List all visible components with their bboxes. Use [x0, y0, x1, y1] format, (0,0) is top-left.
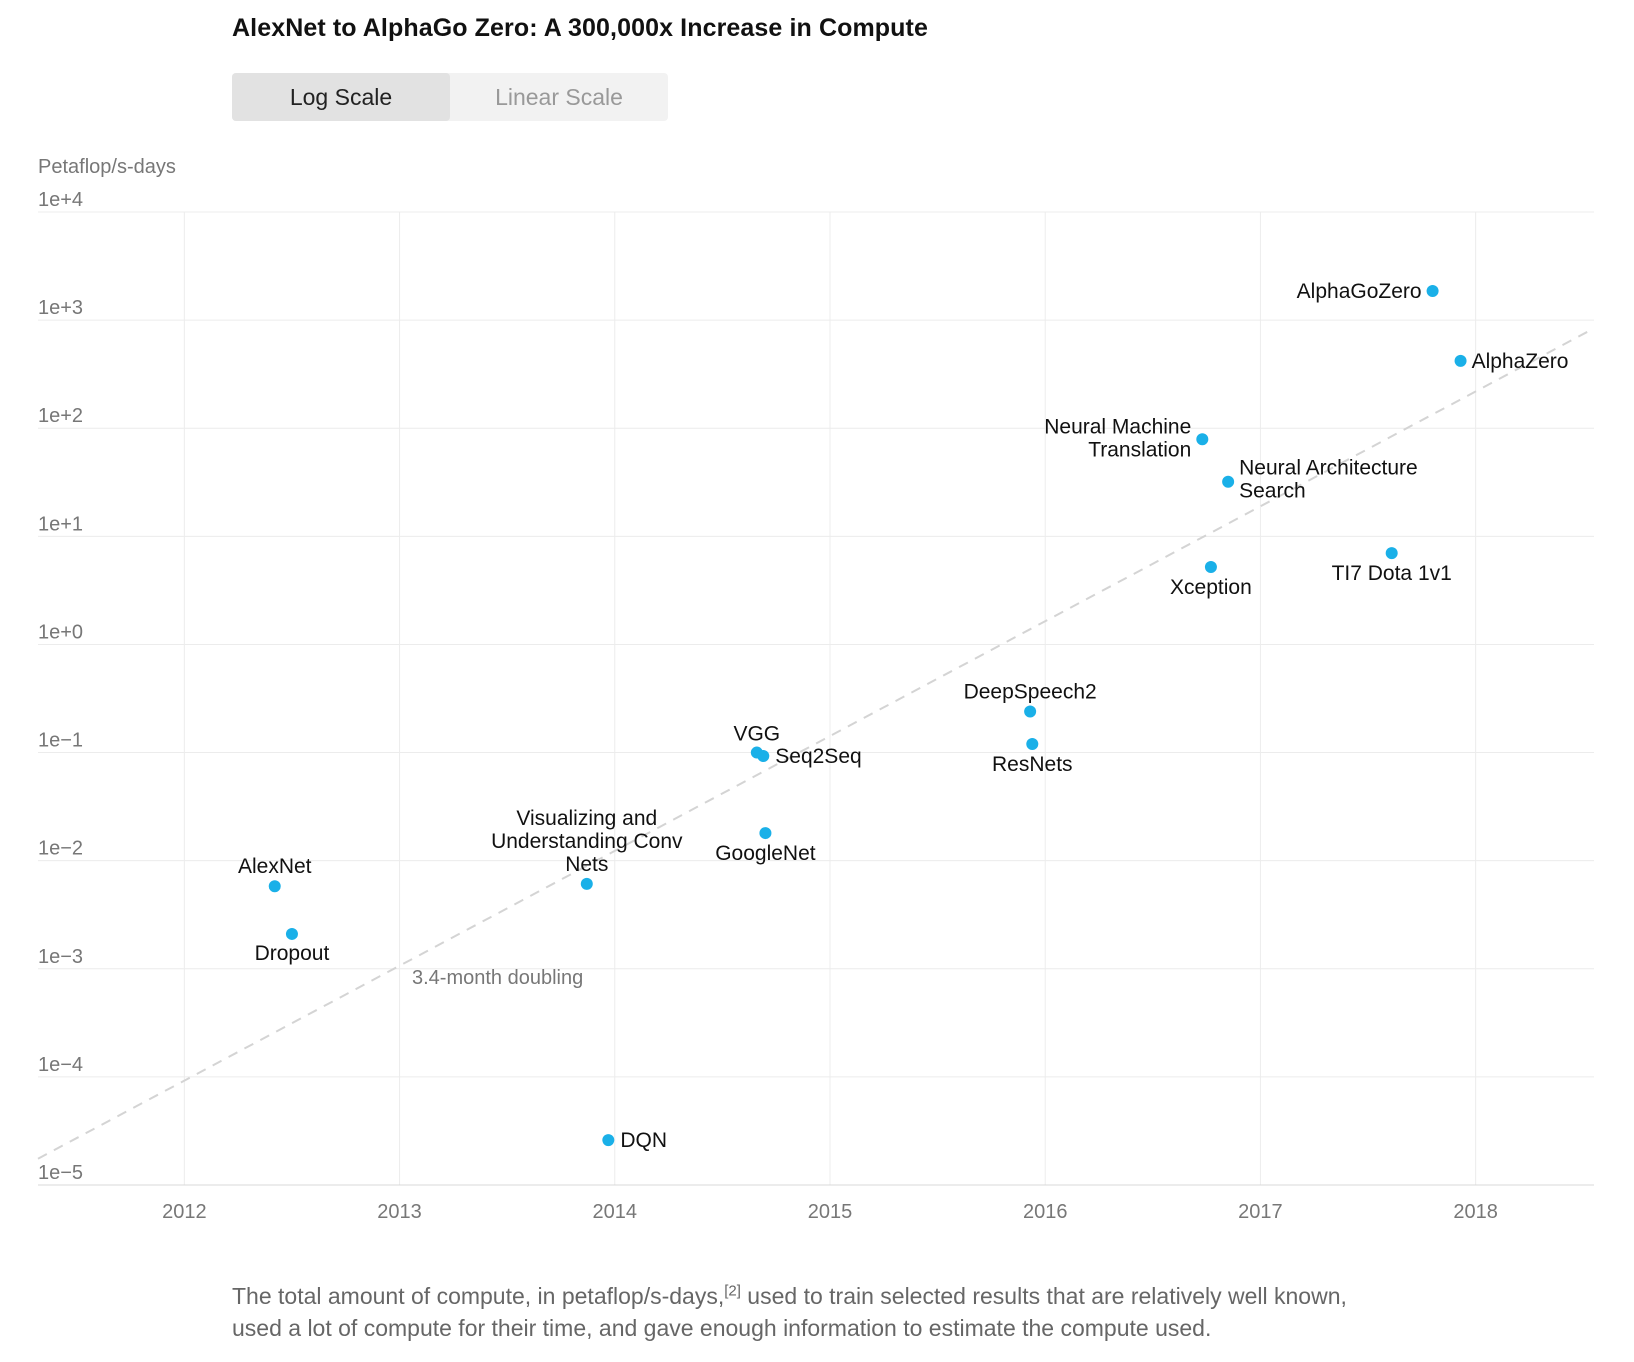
- y-tick-label: 1e−5: [38, 1162, 83, 1184]
- data-point[interactable]: [1026, 737, 1039, 750]
- y-tick-label: 1e−4: [38, 1054, 83, 1076]
- chart-title: AlexNet to AlphaGo Zero: A 300,000x Incr…: [232, 14, 928, 42]
- y-tick-label: 1e+0: [38, 621, 83, 643]
- x-tick-label: 2017: [1238, 1201, 1283, 1220]
- chart-caption: The total amount of compute, in petaflop…: [232, 1280, 1382, 1344]
- data-point[interactable]: [1454, 354, 1467, 367]
- data-point[interactable]: [1196, 433, 1209, 446]
- data-point-label: DeepSpeech2: [964, 680, 1097, 703]
- data-point[interactable]: [1204, 561, 1217, 574]
- data-point[interactable]: [757, 749, 770, 762]
- linear-scale-button[interactable]: Linear Scale: [495, 83, 623, 110]
- x-tick-label: 2018: [1453, 1201, 1498, 1220]
- y-tick-label: 1e−2: [38, 838, 83, 860]
- footnote-link[interactable]: [2]: [724, 1282, 741, 1300]
- data-point[interactable]: [580, 877, 593, 890]
- data-point-label: TI7 Dota 1v1: [1332, 562, 1452, 585]
- data-point-label: AlphaZero: [1472, 350, 1569, 373]
- grid: [38, 211, 1594, 1186]
- compute-scatter-chart: 3.4-month doubling Petaflop/s-days 1e+4 1e…: [37, 156, 1595, 1220]
- y-tick-label: 1e+1: [38, 513, 83, 535]
- caption-text-end: used to train selected results that are …: [232, 1283, 1347, 1341]
- scale-toggle: Log Scale Linear Scale: [232, 73, 668, 121]
- data-point[interactable]: [1222, 475, 1235, 488]
- data-point-label: Neural Machine Translation: [1044, 415, 1191, 461]
- data-point-label: Visualizing and Understanding Conv Nets: [491, 807, 683, 876]
- data-point-label: ResNets: [992, 753, 1073, 776]
- data-point-label: Seq2Seq: [775, 745, 861, 768]
- data-point-label: Dropout: [255, 942, 330, 965]
- data-point-label: AlexNet: [238, 855, 312, 878]
- data-point-label: AlphaGoZero: [1297, 280, 1422, 303]
- data-point[interactable]: [285, 927, 298, 940]
- trend-label: 3.4-month doubling: [412, 967, 583, 989]
- data-point[interactable]: [1024, 705, 1037, 718]
- data-point[interactable]: [1385, 547, 1398, 560]
- y-tick-label: 1e+3: [38, 297, 83, 319]
- data-point[interactable]: [759, 827, 772, 840]
- y-tick-label: 1e−3: [38, 946, 83, 968]
- x-tick-label: 2016: [1023, 1201, 1068, 1220]
- axis-ticks: Petaflop/s-days 1e+4 1e+3 1e+2 1e+1 1e+0 1e−1 1…: [38, 156, 1498, 1220]
- y-tick-label: 1e−1: [38, 730, 83, 752]
- trend-layer: 3.4-month doubling: [37, 327, 1595, 1160]
- data-point-label: Neural Architecture Search: [1239, 457, 1418, 503]
- x-tick-label: 2014: [593, 1201, 638, 1220]
- data-point-label: GoogleNet: [715, 842, 816, 865]
- data-point[interactable]: [1426, 284, 1439, 297]
- data-labels: AlexNet Dropout Visualizing and Understandi…: [238, 280, 1568, 1152]
- data-point-label: Xception: [1170, 576, 1252, 599]
- data-point-label: VGG: [733, 723, 780, 746]
- data-point[interactable]: [268, 880, 281, 893]
- y-tick-label: 1e+4: [38, 189, 83, 211]
- y-axis-label: Petaflop/s-days: [38, 156, 176, 178]
- x-tick-label: 2015: [808, 1201, 853, 1220]
- log-scale-button[interactable]: Log Scale: [232, 73, 450, 121]
- x-tick-label: 2013: [377, 1201, 422, 1220]
- data-points: [268, 284, 1467, 1147]
- x-tick-label: 2012: [162, 1201, 207, 1220]
- data-point-label: DQN: [620, 1129, 667, 1152]
- y-tick-label: 1e+2: [38, 405, 83, 427]
- trend-line: [37, 327, 1595, 1160]
- data-point[interactable]: [602, 1134, 615, 1147]
- caption-text-start: The total amount of compute, in petaflop…: [232, 1283, 725, 1309]
